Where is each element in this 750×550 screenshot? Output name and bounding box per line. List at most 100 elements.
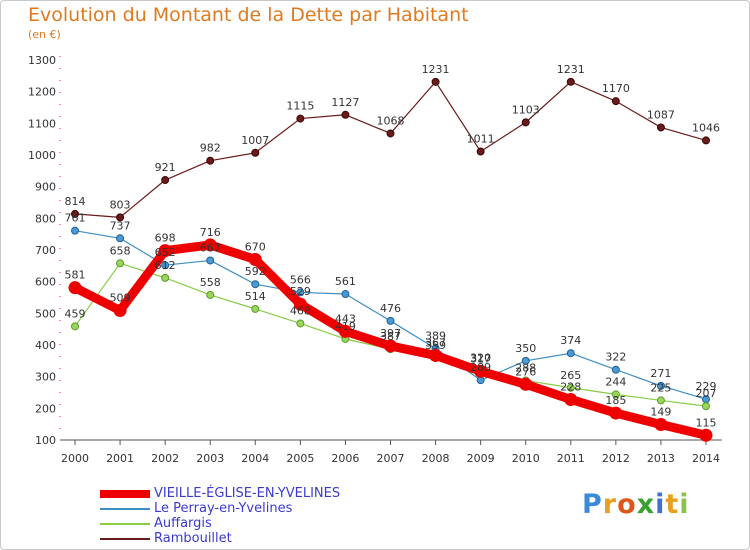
x-tick-label: 2008 (422, 452, 450, 465)
data-point (702, 136, 710, 145)
data-label: 1011 (467, 133, 495, 146)
y-tick-label: 700 (35, 244, 56, 257)
data-label: 476 (380, 302, 401, 315)
data-label: 716 (200, 226, 221, 239)
data-label: 803 (110, 198, 131, 211)
y-axis-ticks: 100 200 300 400 500 600 700 800 900 1000 1100 1200 1… (28, 54, 56, 447)
data-label: 982 (200, 142, 221, 155)
data-label: 652 (155, 246, 176, 259)
x-tick-label: 2006 (331, 452, 359, 465)
y-tick-label: 1200 (28, 86, 56, 99)
x-tick-label: 2010 (512, 452, 540, 465)
x-tick-label: 2000 (61, 452, 89, 465)
data-point (251, 304, 260, 313)
x-tick-label: 2002 (151, 452, 179, 465)
y-tick-label: 300 (35, 371, 56, 384)
legend-swatch (100, 490, 150, 498)
data-label: 558 (200, 276, 221, 289)
data-label: 288 (515, 361, 536, 374)
x-tick-label: 2013 (647, 452, 675, 465)
data-label: 698 (155, 232, 176, 245)
data-label: 387 (380, 330, 401, 343)
data-label: 1068 (377, 114, 405, 127)
data-point (116, 259, 125, 268)
data-label: 374 (560, 334, 581, 347)
data-point (116, 234, 125, 243)
data-label: 149 (650, 405, 671, 418)
data-point (116, 213, 125, 222)
x-tick-label: 2014 (692, 452, 720, 465)
data-point (566, 383, 575, 392)
data-label: 1103 (512, 103, 540, 116)
data-point (566, 349, 575, 358)
data-label: 276 (515, 365, 536, 378)
proxiti-logo: Proxiti (582, 489, 690, 520)
line-chart: 100 200 300 400 500 600 700 800 900 1000 1100 1200 1… (28, 54, 722, 465)
data-label: 509 (110, 291, 131, 304)
data-label: 581 (65, 269, 86, 282)
data-label: 1170 (602, 82, 630, 95)
y-tick-label: 1000 (28, 149, 56, 162)
data-label: 514 (245, 290, 266, 303)
data-label: 921 (155, 161, 176, 174)
legend-swatch (100, 508, 150, 510)
data-point (429, 348, 443, 362)
data-point (386, 129, 395, 138)
data-label: 459 (65, 307, 86, 320)
data-label: 359 (425, 339, 446, 352)
data-label: 1007 (241, 134, 269, 147)
data-label: 761 (65, 212, 86, 225)
data-point (656, 123, 665, 132)
data-label: 561 (335, 275, 356, 288)
data-point (296, 319, 305, 328)
data-point (656, 381, 665, 390)
data-point (521, 118, 530, 127)
series-0 (68, 238, 713, 442)
data-label: 228 (560, 380, 581, 393)
data-point (68, 281, 82, 295)
data-label: 225 (650, 381, 671, 394)
legend-swatch (100, 538, 150, 540)
data-label: 1115 (286, 100, 314, 113)
data-label: 289 (470, 361, 491, 374)
legend-label: VIEILLE-ÉGLISE-EN-YVELINES (154, 486, 341, 501)
data-point (566, 77, 575, 86)
data-label: 185 (605, 394, 626, 407)
data-point (702, 402, 710, 411)
data-point (161, 261, 170, 270)
logo-letter: o (617, 489, 637, 520)
data-point (113, 303, 127, 317)
y-tick-label: 200 (35, 402, 56, 415)
x-tick-label: 2005 (286, 452, 314, 465)
data-point (338, 324, 352, 338)
x-tick-label: 2001 (106, 452, 134, 465)
data-label: 1087 (647, 108, 675, 121)
data-point (656, 396, 665, 405)
y-tick-label: 100 (35, 434, 56, 447)
data-point (611, 97, 620, 106)
series-1 (71, 226, 710, 404)
x-tick-label: 2004 (241, 452, 269, 465)
data-labels: 581 509 698 716 670 529 443 397 367 317 276 228 185 1… (65, 63, 721, 429)
data-point (161, 273, 170, 282)
x-axis-ticks: 2000 2001 2002 2003 2004 2005 2006 2007 2008 2009… (61, 440, 720, 465)
data-point (206, 290, 215, 299)
data-label: 658 (110, 244, 131, 257)
data-point (71, 226, 79, 235)
data-label: 350 (515, 342, 536, 355)
data-point (474, 364, 488, 378)
data-label: 566 (290, 273, 311, 286)
data-point (248, 253, 262, 266)
data-point (293, 297, 307, 311)
logo-letter: x (636, 489, 656, 520)
data-point (386, 316, 395, 325)
data-label: 115 (696, 416, 717, 429)
logo-letter: i (655, 489, 666, 520)
y-tick-label: 900 (35, 181, 56, 194)
data-point (384, 339, 397, 353)
data-label: 1231 (422, 63, 450, 76)
data-point (251, 280, 260, 289)
data-label: 612 (155, 259, 176, 272)
data-point (161, 176, 170, 185)
